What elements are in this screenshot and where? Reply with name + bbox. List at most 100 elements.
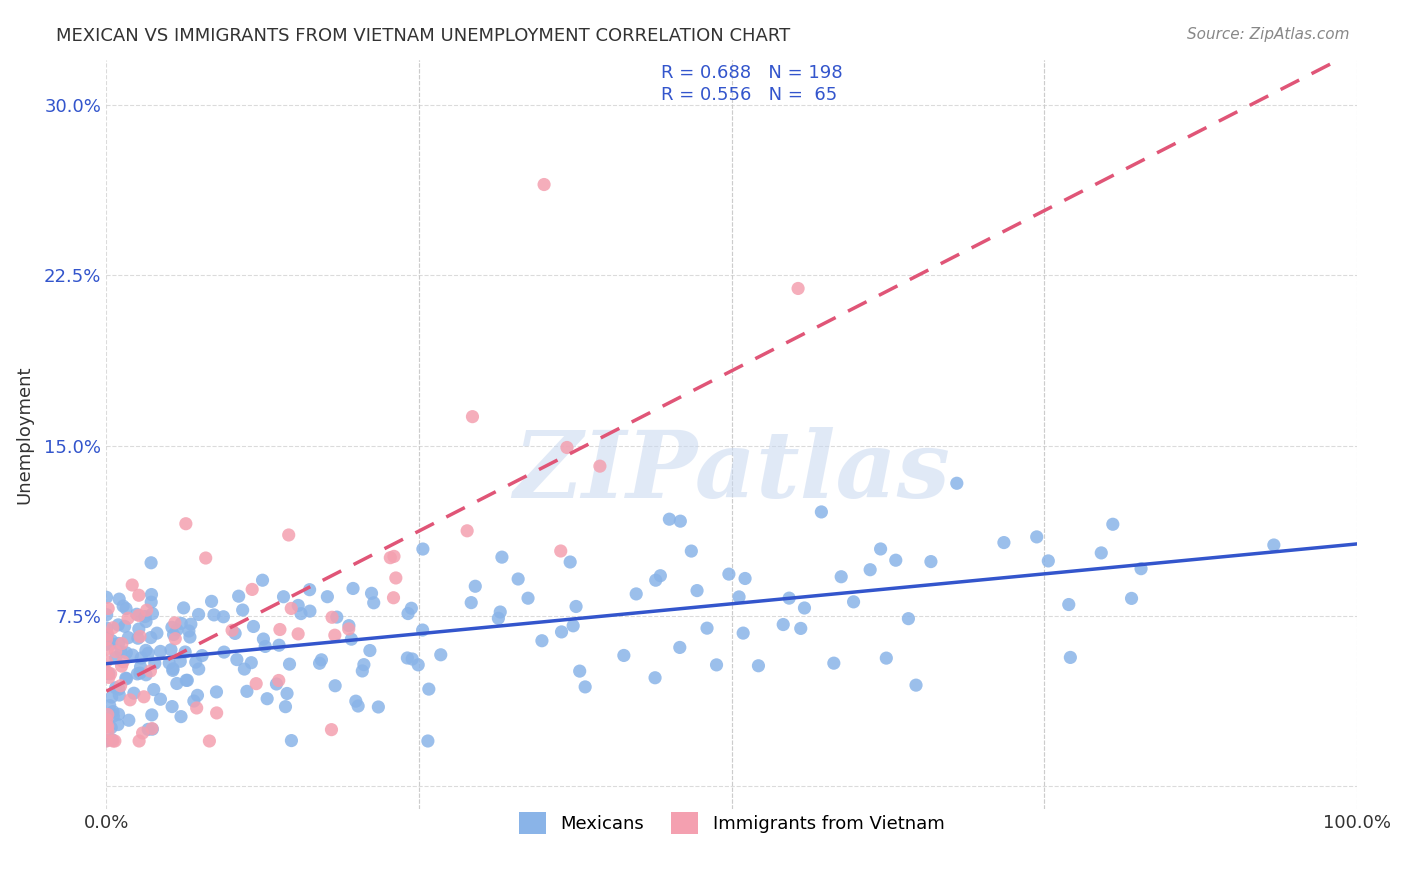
Mexicans xyxy=(728,590,751,604)
Mexicans xyxy=(115,646,138,660)
Mexicans xyxy=(733,626,755,640)
Mexicans xyxy=(108,682,131,697)
Mexicans xyxy=(650,568,672,582)
Immigrants from Vietnam xyxy=(120,693,142,707)
Mexicans xyxy=(224,626,246,640)
Mexicans xyxy=(254,640,277,654)
Mexicans xyxy=(117,631,139,645)
Mexicans xyxy=(842,595,865,609)
Mexicans xyxy=(170,709,193,723)
Mexicans xyxy=(174,673,197,688)
Mexicans xyxy=(96,629,118,643)
Mexicans xyxy=(290,607,312,621)
Mexicans xyxy=(884,553,907,567)
Text: R = 0.688   N = 198: R = 0.688 N = 198 xyxy=(661,64,842,82)
Text: ZIPatlas: ZIPatlas xyxy=(513,427,950,516)
Mexicans xyxy=(311,653,333,667)
Mexicans xyxy=(340,632,363,647)
Immigrants from Vietnam xyxy=(221,624,243,638)
Immigrants from Vietnam xyxy=(267,673,290,688)
Mexicans xyxy=(810,505,832,519)
Mexicans xyxy=(993,535,1015,549)
Mexicans xyxy=(568,664,591,678)
Mexicans xyxy=(101,732,124,747)
Mexicans xyxy=(202,607,225,622)
Mexicans xyxy=(562,619,585,633)
Mexicans xyxy=(143,657,166,671)
Immigrants from Vietnam xyxy=(110,659,132,673)
Mexicans xyxy=(139,631,162,645)
Immigrants from Vietnam xyxy=(385,571,408,585)
Mexicans xyxy=(225,652,247,666)
Text: Source: ZipAtlas.com: Source: ZipAtlas.com xyxy=(1187,27,1350,42)
Mexicans xyxy=(162,664,184,678)
Immigrants from Vietnam xyxy=(787,281,810,295)
Mexicans xyxy=(1101,517,1123,532)
Mexicans xyxy=(1057,598,1080,612)
Mexicans xyxy=(240,656,263,670)
Mexicans xyxy=(104,650,127,665)
Immigrants from Vietnam xyxy=(104,645,127,659)
Immigrants from Vietnam xyxy=(277,528,299,542)
Mexicans xyxy=(412,542,434,557)
Mexicans xyxy=(274,699,297,714)
Legend: Mexicans, Immigrants from Vietnam: Mexicans, Immigrants from Vietnam xyxy=(508,801,955,845)
Mexicans xyxy=(347,699,370,714)
Mexicans xyxy=(344,694,367,708)
Mexicans xyxy=(396,651,419,665)
Mexicans xyxy=(135,643,157,657)
Immigrants from Vietnam xyxy=(550,544,572,558)
Immigrants from Vietnam xyxy=(96,654,118,668)
Immigrants from Vietnam xyxy=(380,550,402,565)
Mexicans xyxy=(644,671,666,685)
Mexicans xyxy=(212,609,235,624)
Immigrants from Vietnam xyxy=(117,611,139,625)
Immigrants from Vietnam xyxy=(240,582,263,597)
Immigrants from Vietnam xyxy=(135,603,157,617)
Mexicans xyxy=(114,619,136,633)
Mexicans xyxy=(96,591,118,605)
Mexicans xyxy=(162,627,184,641)
Immigrants from Vietnam xyxy=(110,679,132,693)
Immigrants from Vietnam xyxy=(132,690,155,704)
Mexicans xyxy=(200,594,222,608)
Mexicans xyxy=(624,587,647,601)
Mexicans xyxy=(160,642,183,657)
Mexicans xyxy=(191,648,214,663)
Immigrants from Vietnam xyxy=(205,706,228,720)
Immigrants from Vietnam xyxy=(321,723,343,737)
Immigrants from Vietnam xyxy=(101,621,124,635)
Immigrants from Vietnam xyxy=(101,734,124,748)
Immigrants from Vietnam xyxy=(321,610,343,624)
Mexicans xyxy=(160,699,183,714)
Mexicans xyxy=(1121,591,1143,606)
Mexicans xyxy=(266,677,288,691)
Mexicans xyxy=(100,637,122,651)
Mexicans xyxy=(136,723,159,737)
Mexicans xyxy=(401,652,423,666)
Mexicans xyxy=(323,679,346,693)
Mexicans xyxy=(205,685,228,699)
Immigrants from Vietnam xyxy=(97,641,120,656)
Immigrants from Vietnam xyxy=(97,670,120,684)
Mexicans xyxy=(530,633,553,648)
Mexicans xyxy=(135,667,157,681)
Text: MEXICAN VS IMMIGRANTS FROM VIETNAM UNEMPLOYMENT CORRELATION CHART: MEXICAN VS IMMIGRANTS FROM VIETNAM UNEMP… xyxy=(56,27,790,45)
Immigrants from Vietnam xyxy=(96,627,118,641)
Immigrants from Vietnam xyxy=(456,524,478,538)
Mexicans xyxy=(129,666,152,681)
Mexicans xyxy=(337,618,360,632)
Mexicans xyxy=(103,709,125,723)
Mexicans xyxy=(359,643,381,657)
Mexicans xyxy=(177,624,200,638)
Mexicans xyxy=(108,592,131,607)
Immigrants from Vietnam xyxy=(139,664,162,678)
Mexicans xyxy=(186,689,208,703)
Mexicans xyxy=(166,623,188,637)
Immigrants from Vietnam xyxy=(100,666,122,681)
Immigrants from Vietnam xyxy=(111,636,134,650)
Mexicans xyxy=(686,583,709,598)
Mexicans xyxy=(162,662,184,676)
Mexicans xyxy=(517,591,540,606)
Immigrants from Vietnam xyxy=(163,615,186,630)
